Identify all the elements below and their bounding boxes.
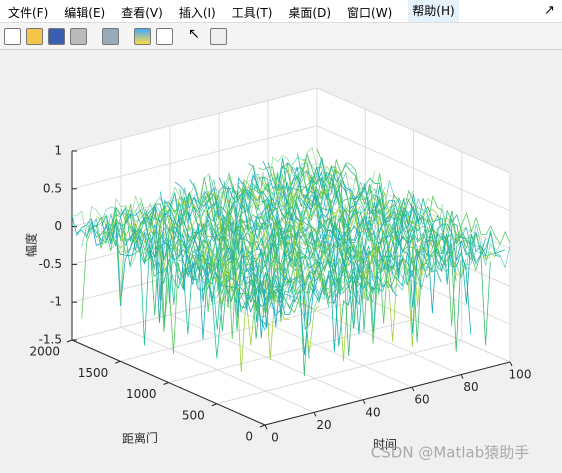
surface-line	[235, 223, 482, 308]
surface-line	[226, 217, 472, 307]
figure: 幅度 距离门 时间 CSDN @Matlab猿助手 02040608010005…	[24, 87, 532, 462]
tick-mark	[411, 386, 415, 392]
grid-line	[316, 125, 511, 212]
menu-item[interactable]: 窗口(W)	[347, 6, 393, 20]
surface-line	[110, 171, 356, 251]
z-axis-label: 幅度	[24, 233, 39, 257]
tick-mark	[66, 339, 73, 343]
surface-line	[245, 226, 491, 316]
surface-line	[248, 163, 442, 283]
y-axis-label: 距离门	[122, 430, 159, 446]
surface-line	[194, 192, 388, 292]
axis-line	[264, 361, 511, 426]
property-icon[interactable]	[210, 28, 227, 45]
surface-line	[119, 171, 366, 250]
z-tick-label: -1.5	[39, 333, 62, 347]
surface-line	[184, 190, 379, 293]
y-tick-label: 0	[245, 430, 253, 444]
surface-line	[292, 169, 486, 314]
y-tick-label: 500	[182, 408, 205, 422]
surface-texture	[71, 147, 511, 377]
tick-mark	[259, 424, 266, 428]
z-tick-label: -1	[50, 295, 62, 309]
menu-item[interactable]: 编辑(E)	[64, 6, 106, 20]
toolbar: ↖	[0, 23, 562, 50]
surface-line	[86, 220, 280, 317]
grid-line	[216, 340, 462, 405]
z-tick-label: -0.5	[39, 257, 62, 271]
surface-line	[139, 187, 385, 263]
grid-line	[71, 87, 318, 152]
tick-mark	[509, 361, 513, 367]
surface-line	[168, 190, 414, 280]
save-icon[interactable]	[48, 28, 65, 45]
pointer-icon[interactable]: ↖	[188, 26, 200, 42]
surface-line	[255, 234, 501, 314]
link-icon[interactable]	[102, 28, 119, 45]
surface-line	[129, 170, 376, 269]
y-tick-label: 1000	[126, 387, 157, 401]
menu-item[interactable]: 文件(F)	[8, 6, 49, 20]
surface-line	[159, 191, 354, 347]
surface-line	[148, 180, 395, 262]
colorbar-icon[interactable]	[134, 28, 151, 45]
new-icon[interactable]	[4, 28, 21, 45]
menu-item[interactable]: 插入(I)	[178, 6, 216, 20]
grid-line	[71, 125, 318, 190]
undock-icon[interactable]: ↗	[544, 3, 555, 18]
y-tick-label: 1500	[78, 366, 109, 380]
surface-line	[208, 176, 403, 289]
x-tick-label: 80	[463, 380, 478, 394]
x-tick-label: 20	[316, 418, 331, 432]
open-icon[interactable]	[26, 28, 43, 45]
legend-icon[interactable]	[156, 28, 173, 45]
menu-item[interactable]: 查看(V)	[121, 6, 163, 20]
surface-line	[81, 222, 275, 354]
tick-mark	[313, 412, 317, 417]
tick-mark	[115, 360, 121, 364]
print-icon[interactable]	[70, 28, 87, 45]
surface-line	[197, 204, 443, 300]
axis-line	[71, 339, 266, 426]
grid-line	[120, 297, 366, 362]
surface-line	[206, 210, 453, 299]
surface-line	[264, 245, 511, 328]
y-tick-label: 2000	[29, 345, 60, 359]
tick-mark	[362, 399, 366, 405]
grid-line	[316, 87, 511, 174]
tick-mark	[264, 424, 268, 430]
watermark: CSDN @Matlab猿助手	[371, 444, 529, 462]
surface-line	[91, 214, 285, 314]
x-tick-label: 60	[414, 393, 429, 407]
tick-mark	[460, 374, 464, 379]
surface-line	[187, 197, 434, 280]
surface-line	[158, 196, 405, 268]
surface-line	[81, 156, 327, 247]
z-tick-label: 0.5	[43, 181, 62, 195]
surface-line	[179, 188, 374, 357]
grid-line	[71, 163, 318, 228]
x-axis-label: 时间	[373, 438, 397, 452]
x-tick-label: 0	[271, 431, 279, 445]
x-tick-label: 100	[509, 368, 532, 382]
x-tick-label: 40	[365, 405, 380, 419]
tick-mark	[211, 403, 217, 407]
tick-mark	[163, 382, 169, 385]
surface-line	[178, 198, 424, 285]
surface-line	[316, 148, 511, 245]
menu-bar: 文件(F) 编辑(E) 查看(V) 插入(I) 工具(T) 桌面(D) 窗口(W) 帮助(H)	[0, 0, 562, 23]
z-tick-label: 1	[54, 144, 62, 158]
surface-line	[71, 147, 318, 240]
surface-line	[100, 164, 346, 250]
menu-item[interactable]: 帮助(H)	[408, 0, 459, 22]
z-tick-label: 0	[54, 219, 62, 233]
menu-item[interactable]: 工具(T)	[231, 6, 273, 20]
menu-item[interactable]: 桌面(D)	[288, 6, 332, 20]
